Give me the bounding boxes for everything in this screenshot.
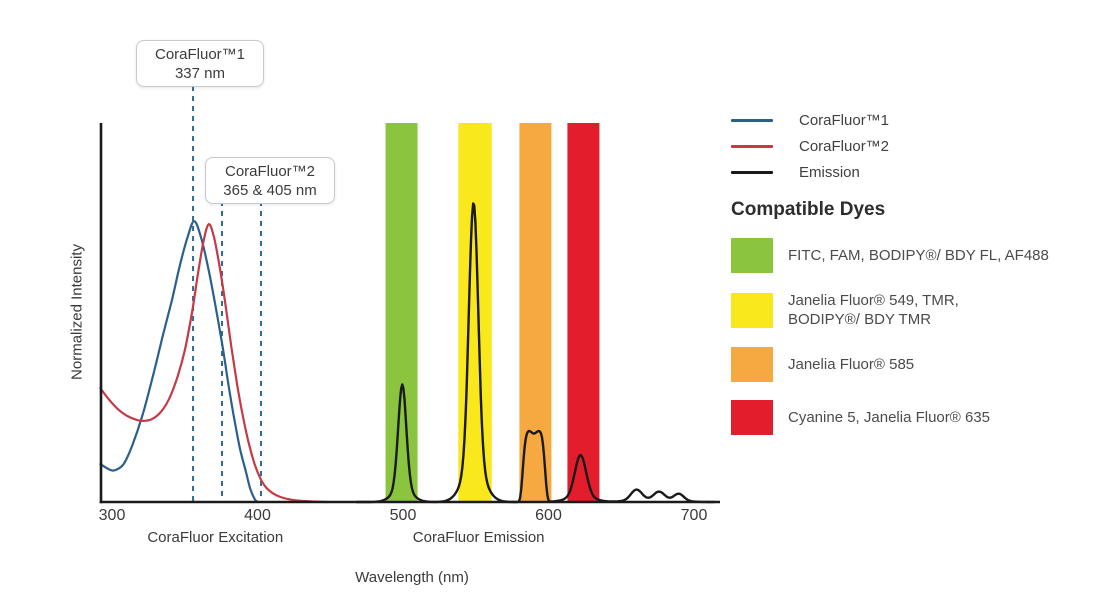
x-axis-title: Wavelength (nm) <box>355 569 469 586</box>
dye-label: Janelia Fluor® 585 <box>788 355 914 374</box>
axis-group-label-0: CoraFluor Excitation <box>147 529 284 546</box>
compatible-dyes-list: FITC, FAM, BODIPY®/ BDY FL, AF488 Janeli… <box>731 238 1101 435</box>
x-tick-label-400: 400 <box>244 507 271 524</box>
dye-row-orange: Janelia Fluor® 585 <box>731 347 1101 382</box>
filter-band-3 <box>567 123 600 502</box>
legend-item-emission: Emission <box>731 164 889 181</box>
annotation-corafluor2: CoraFluor™2 365 & 405 nm <box>205 157 335 204</box>
legend-item-label: Emission <box>799 164 860 181</box>
dye-label: Janelia Fluor® 549, TMR, BODIPY®/ BDY TM… <box>788 291 959 329</box>
legend-line-swatch <box>731 119 773 122</box>
dye-swatch <box>731 238 773 273</box>
x-tick-label-700: 700 <box>680 507 708 524</box>
legend-line-swatch <box>731 171 773 174</box>
dye-label-line: Janelia Fluor® 585 <box>788 356 915 373</box>
axis-group-label-1: CoraFluor Emission <box>412 529 545 546</box>
dye-label-line: BODIPY®/ BDY TMR <box>788 311 932 328</box>
annotation-corafluor1-wavelength: 337 nm <box>174 64 226 82</box>
dye-label: Cyanine 5, Janelia Fluor® 635 <box>788 408 990 427</box>
annotation-corafluor1: CoraFluor™1 337 nm <box>136 40 264 87</box>
legend: CoraFluor™1 CoraFluor™2 Emission <box>731 112 889 181</box>
filter-band-0 <box>385 123 418 502</box>
dye-label: FITC, FAM, BODIPY®/ BDY FL, AF488 <box>788 246 1049 265</box>
dye-label-line: Janelia Fluor® 549, TMR, <box>788 292 959 309</box>
x-tick-label-600: 600 <box>535 507 562 524</box>
emission-curve <box>356 202 715 504</box>
y-axis-label: Normalized Intensity <box>68 244 86 380</box>
x-tick-label-300: 300 <box>98 507 126 524</box>
dye-swatch <box>731 347 773 382</box>
excitation-curve-1 <box>99 223 329 504</box>
dye-label-line: FITC, FAM, BODIPY®/ BDY FL, AF488 <box>788 247 1049 264</box>
x-tick-label-500: 500 <box>389 507 417 524</box>
dye-row-green: FITC, FAM, BODIPY®/ BDY FL, AF488 <box>731 238 1101 273</box>
dye-label-line: Cyanine 5, Janelia Fluor® 635 <box>788 409 991 426</box>
annotation-corafluor2-name: CoraFluor™2 <box>224 162 316 180</box>
legend-item-corafluor2: CoraFluor™2 <box>731 138 889 155</box>
excitation-curve-0 <box>99 220 259 504</box>
annotation-corafluor1-name: CoraFluor™1 <box>154 45 246 63</box>
legend-item-corafluor1: CoraFluor™1 <box>731 112 889 129</box>
dye-row-red: Cyanine 5, Janelia Fluor® 635 <box>731 400 1101 435</box>
compatible-dyes-heading: Compatible Dyes <box>731 199 886 220</box>
dye-swatch <box>731 400 773 435</box>
legend-line-swatch <box>731 145 773 148</box>
dye-row-yellow: Janelia Fluor® 549, TMR, BODIPY®/ BDY TM… <box>731 291 1101 329</box>
legend-item-label: CoraFluor™2 <box>799 138 890 155</box>
annotation-corafluor2-wavelength: 365 & 405 nm <box>223 181 317 199</box>
legend-item-label: CoraFluor™1 <box>799 112 890 129</box>
dye-swatch <box>731 292 773 328</box>
